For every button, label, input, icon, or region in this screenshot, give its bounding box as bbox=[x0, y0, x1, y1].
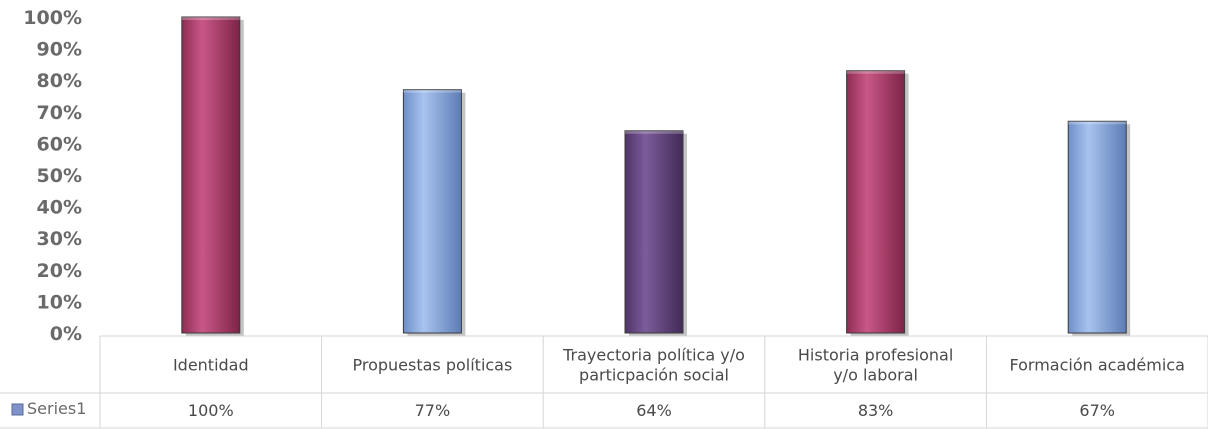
bar-cap bbox=[181, 17, 240, 20]
bar-cap bbox=[846, 70, 905, 74]
bar bbox=[846, 70, 906, 334]
y-tick-label: 50% bbox=[37, 165, 82, 187]
bar bbox=[1067, 120, 1127, 334]
value-label: 64% bbox=[636, 401, 672, 420]
category-label: Formación académica bbox=[1009, 356, 1184, 375]
data-table: Series1 Identidad Propuestas políticas Tra… bbox=[0, 335, 1208, 429]
bars-group bbox=[181, 16, 1131, 337]
bar-cap bbox=[403, 89, 462, 93]
category-label: Historia profesional y/o laboral bbox=[798, 346, 953, 385]
y-tick-label: 100% bbox=[23, 7, 82, 29]
y-tick-label: 40% bbox=[37, 197, 82, 219]
y-tick-label: 60% bbox=[37, 133, 82, 155]
bar bbox=[402, 89, 462, 334]
y-tick-label: 70% bbox=[37, 102, 82, 124]
y-tick-label: 0% bbox=[50, 323, 82, 345]
bar-cap bbox=[625, 130, 683, 134]
bar bbox=[181, 16, 241, 334]
y-tick-label: 10% bbox=[37, 291, 82, 313]
bar bbox=[624, 130, 684, 334]
y-tick-label: 90% bbox=[37, 39, 82, 61]
category-label: Trayectoria política y/o particpación soc… bbox=[562, 346, 745, 385]
value-label: 100% bbox=[188, 401, 234, 420]
bar-cap bbox=[1068, 121, 1127, 125]
value-label: 67% bbox=[1079, 401, 1115, 420]
y-tick-label: 80% bbox=[37, 70, 82, 92]
y-axis: 0% 10% 20% 30% 40% 50% 60% 70% 80% 90% 100% bbox=[23, 7, 82, 345]
category-label: Propuestas políticas bbox=[352, 356, 512, 375]
value-label: 77% bbox=[415, 401, 451, 420]
y-tick-label: 20% bbox=[37, 260, 82, 282]
y-tick-label: 30% bbox=[37, 228, 82, 250]
value-label: 83% bbox=[858, 401, 894, 420]
legend-marker bbox=[11, 403, 24, 416]
category-label: Identidad bbox=[173, 356, 249, 375]
legend-label: Series1 bbox=[27, 399, 86, 418]
